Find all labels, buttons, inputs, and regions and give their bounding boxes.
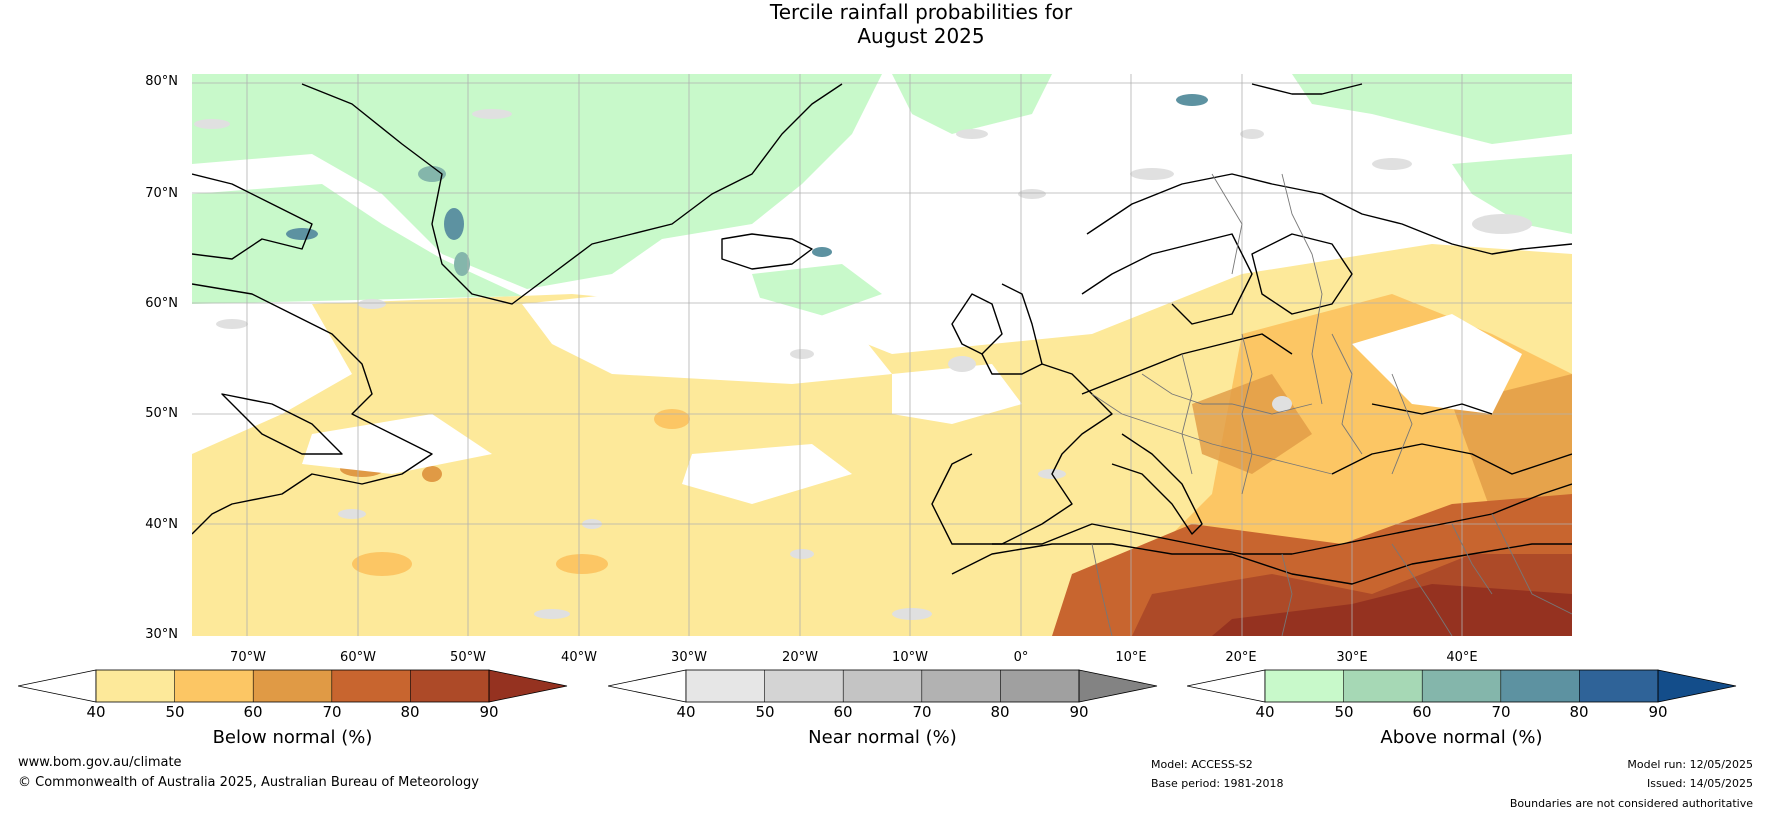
model-name: Model: ACCESS-S2 <box>1151 758 1253 771</box>
lon-label-40w: 40°W <box>561 650 597 665</box>
colorbar-near-normal-swatches <box>607 669 1158 703</box>
lon-label-70w: 70°W <box>230 650 266 665</box>
colorbar-below-normal-swatches <box>17 669 568 703</box>
cb1-tick-50: 50 <box>165 703 185 721</box>
map-title: Tercile rainfall probabilities for Augus… <box>0 0 1770 48</box>
colorbar-below-normal <box>17 668 568 704</box>
lon-label-10e: 10°E <box>1115 650 1147 665</box>
lon-label-20w: 20°W <box>782 650 818 665</box>
cb1-tick-90: 90 <box>479 703 499 721</box>
colorbar-above-normal <box>1186 668 1737 704</box>
cb2-tick-50: 50 <box>755 703 775 721</box>
boundaries-disclaimer: Boundaries are not considered authoritat… <box>1509 797 1753 810</box>
cb3-tick-40: 40 <box>1255 703 1275 721</box>
lon-label-30w: 30°W <box>671 650 707 665</box>
lon-label-40e: 40°E <box>1446 650 1478 665</box>
map-title-line1: Tercile rainfall probabilities for <box>769 0 1073 24</box>
lon-label-60w: 60°W <box>340 650 376 665</box>
lat-label-30n: 30°N <box>145 627 178 642</box>
lon-label-10w: 10°W <box>892 650 928 665</box>
cb3-title: Above normal (%) <box>1380 727 1543 748</box>
bom-climate-link[interactable]: www.bom.gov.au/climate <box>18 755 182 770</box>
cb3-tick-70: 70 <box>1491 703 1511 721</box>
cb1-title: Below normal (%) <box>212 727 373 748</box>
base-period: Base period: 1981-2018 <box>1151 777 1284 790</box>
lat-label-40n: 40°N <box>145 517 178 532</box>
lat-label-60n: 60°N <box>145 296 178 311</box>
cb2-tick-60: 60 <box>833 703 853 721</box>
cb2-tick-90: 90 <box>1069 703 1089 721</box>
graticule <box>192 74 1572 636</box>
model-run-date: Model run: 12/05/2025 <box>1627 758 1753 771</box>
country-boundaries <box>1091 173 1572 636</box>
rainfall-probability-map <box>192 74 1572 636</box>
near-normal-areas <box>194 109 1532 620</box>
lon-label-20e: 20°E <box>1225 650 1257 665</box>
lon-label-0: 0° <box>1013 650 1029 665</box>
cb2-title: Near normal (%) <box>808 727 957 748</box>
copyright-text: © Commonwealth of Australia 2025, Austra… <box>18 775 479 790</box>
lat-label-80n: 80°N <box>145 74 178 89</box>
map-title-line2: August 2025 <box>857 24 985 48</box>
cb2-tick-70: 70 <box>912 703 932 721</box>
cb1-tick-60: 60 <box>243 703 263 721</box>
cb1-tick-40: 40 <box>86 703 106 721</box>
colorbar-near-normal <box>607 668 1158 704</box>
lat-label-70n: 70°N <box>145 186 178 201</box>
colorbar-above-normal-swatches <box>1186 669 1737 703</box>
cb3-tick-60: 60 <box>1412 703 1432 721</box>
map-canvas <box>192 74 1572 636</box>
cb3-tick-50: 50 <box>1334 703 1354 721</box>
issued-date: Issued: 14/05/2025 <box>1646 777 1753 790</box>
lat-label-50n: 50°N <box>145 406 178 421</box>
cb2-tick-80: 80 <box>990 703 1010 721</box>
above-normal-high-spots <box>286 94 1208 276</box>
cb3-tick-90: 90 <box>1648 703 1668 721</box>
cb2-tick-40: 40 <box>676 703 696 721</box>
cb1-tick-80: 80 <box>400 703 420 721</box>
lon-label-50w: 50°W <box>450 650 486 665</box>
neutral-areas <box>302 284 1522 504</box>
cb3-tick-80: 80 <box>1569 703 1589 721</box>
cb1-tick-70: 70 <box>322 703 342 721</box>
lon-label-30e: 30°E <box>1336 650 1368 665</box>
coastlines <box>192 83 1572 585</box>
